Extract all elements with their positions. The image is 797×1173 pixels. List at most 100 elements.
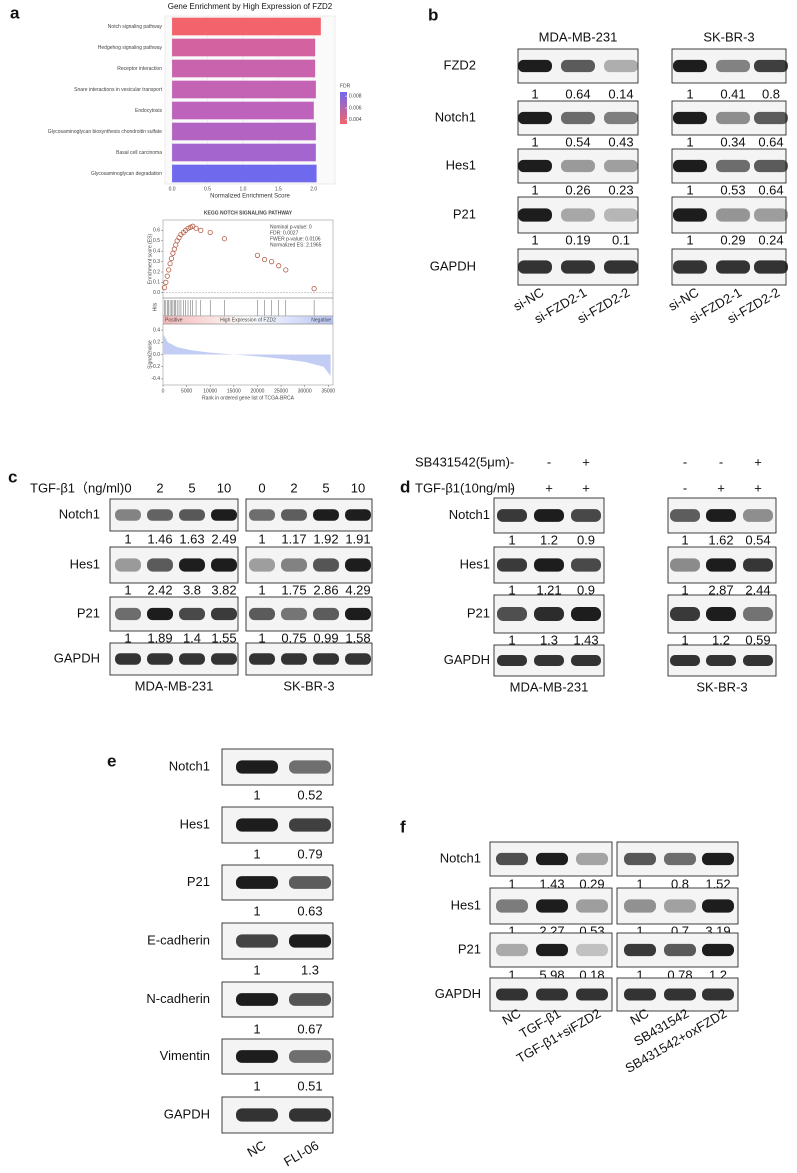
phenotype-label: Positive (165, 317, 183, 323)
treatment-sign: - (683, 454, 687, 469)
band (604, 159, 638, 173)
band (211, 509, 237, 521)
es-point (161, 284, 168, 291)
x-tick-label: 1.0 (239, 186, 246, 192)
band (604, 260, 638, 274)
quant-value: 1 (258, 630, 265, 645)
hits-label: Hits (152, 302, 158, 311)
quant-value: 0.1 (612, 232, 630, 247)
band (664, 943, 696, 957)
es-point (173, 242, 179, 248)
quant-value: 1 (531, 134, 538, 149)
band (289, 993, 331, 1006)
band (281, 509, 307, 521)
quant-value: 0.52 (297, 787, 322, 802)
chart-title: Gene Enrichment by High Expression of FZ… (168, 2, 333, 11)
quant-value: 0.51 (297, 1078, 322, 1093)
band (706, 606, 736, 622)
treatment-sign: - (547, 454, 551, 469)
band (236, 1050, 278, 1063)
band (670, 655, 700, 666)
ranked-axis-title: Signal2noise (147, 340, 153, 369)
category-label: Hedgehog signaling pathway (98, 45, 163, 51)
es-point (193, 225, 199, 231)
band (743, 509, 773, 522)
band (211, 653, 237, 665)
quant-value: 0.41 (720, 86, 745, 101)
band (604, 111, 638, 125)
x-tick-label: 20000 (250, 388, 264, 394)
quant-value: 0.59 (745, 632, 770, 647)
band (496, 852, 528, 866)
group-label: MDA-MB-231 (539, 29, 618, 44)
band (281, 653, 307, 665)
quant-value: 0.9 (577, 582, 595, 597)
es-panel (162, 219, 334, 299)
quant-value: 1.75 (281, 582, 306, 597)
quant-value: 1 (124, 630, 131, 645)
bar (172, 59, 316, 78)
x-axis-title: Normalized Enrichment Score (210, 194, 290, 200)
band (754, 208, 788, 222)
quant-value: 0.26 (565, 182, 590, 197)
es-point (171, 246, 177, 252)
treatment-sign: + (545, 480, 553, 495)
x-tick-label: 15000 (227, 388, 241, 394)
band (313, 558, 339, 572)
quant-value: 1.46 (147, 531, 172, 546)
band (706, 509, 736, 522)
row-label: Notch1 (169, 758, 210, 773)
row-label: Vimentin (160, 1048, 210, 1063)
x-tick-label: 0.5 (204, 186, 211, 192)
dose-label: 5 (322, 480, 329, 495)
band (536, 852, 568, 866)
band (236, 1108, 278, 1122)
band (249, 509, 275, 521)
row-label: GAPDH (164, 1106, 210, 1121)
category-label: Receptor interaction (117, 66, 162, 72)
band (345, 509, 371, 521)
quant-value: 0.54 (565, 134, 590, 149)
quant-value: 1 (124, 531, 131, 546)
annotation: Nominal p-value: 0 (270, 224, 312, 230)
band (236, 760, 278, 774)
row-label: Hes1 (446, 157, 476, 172)
band (236, 934, 278, 948)
row-label: Notch1 (440, 850, 481, 865)
annotation: FWER p-value: 0.0106 (270, 236, 321, 242)
legend-tick-label: 0.006 (349, 105, 362, 111)
es-point (269, 258, 275, 265)
annotation: FDR: 0.0027 (270, 230, 299, 236)
row-label: GAPDH (435, 986, 481, 1001)
es-point (311, 286, 317, 292)
band (236, 818, 278, 832)
quant-value: 1 (531, 86, 538, 101)
band (670, 558, 700, 572)
quant-value: 2.86 (313, 582, 338, 597)
band (576, 943, 608, 957)
band (289, 1050, 331, 1063)
row-label: P21 (187, 874, 210, 889)
category-label: Notch signaling pathway (108, 24, 163, 30)
band (702, 852, 734, 866)
band (115, 607, 141, 621)
quant-value: 4.29 (345, 582, 370, 597)
bar (172, 80, 316, 99)
legend-tick-label: 0.008 (349, 93, 362, 99)
band (716, 208, 750, 222)
quant-value: 1.17 (281, 531, 306, 546)
band (754, 59, 788, 73)
band (249, 607, 275, 621)
band (561, 208, 595, 222)
dose-label: 5 (188, 480, 195, 495)
quant-value: 1.3 (540, 632, 558, 647)
band (518, 111, 552, 125)
quant-value: 0.34 (720, 134, 745, 149)
dose-label: 10 (351, 480, 365, 495)
band (670, 509, 700, 522)
band (534, 655, 564, 666)
row-label: GAPDH (430, 258, 476, 273)
band (236, 876, 278, 889)
y-tick-label: 0.6 (153, 228, 160, 234)
